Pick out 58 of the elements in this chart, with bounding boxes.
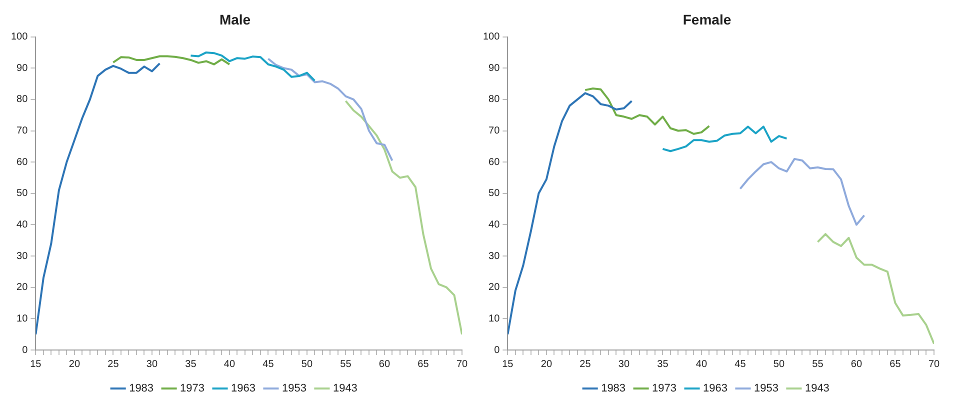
legend-label: 1963 — [231, 382, 256, 395]
y-tick-label: 50 — [16, 188, 28, 200]
x-tick-label: 45 — [734, 358, 746, 370]
y-tick-label: 0 — [22, 344, 28, 356]
x-tick-label: 30 — [146, 358, 158, 370]
x-tick-label: 55 — [340, 358, 352, 370]
y-tick-label: 60 — [488, 156, 500, 168]
x-tick-label: 25 — [108, 358, 120, 370]
x-tick-label: 35 — [185, 358, 197, 370]
legend-label: 1953 — [754, 382, 778, 395]
x-tick-label: 50 — [773, 358, 785, 370]
y-tick-label: 20 — [488, 282, 500, 294]
y-tick-label: 20 — [16, 282, 28, 294]
x-tick-label: 30 — [618, 358, 630, 370]
y-tick-label: 10 — [16, 313, 28, 324]
y-tick-label: 100 — [482, 32, 500, 43]
legend-label: 1963 — [703, 382, 728, 395]
y-tick-label: 10 — [488, 313, 500, 324]
y-tick-label: 80 — [488, 94, 500, 106]
y-tick-label: 80 — [16, 94, 28, 106]
y-tick-label: 30 — [488, 250, 500, 262]
legend-label: 1983 — [601, 382, 626, 395]
y-tick-label: 100 — [10, 32, 28, 43]
x-tick-label: 45 — [262, 358, 274, 370]
y-tick-label: 60 — [16, 156, 28, 168]
chart-title: Female — [682, 11, 732, 28]
legend-label: 1943 — [804, 382, 830, 395]
x-tick-label: 20 — [540, 358, 552, 370]
x-tick-label: 60 — [378, 358, 390, 370]
legend-label: 1943 — [332, 382, 358, 395]
y-tick-label: 0 — [494, 344, 500, 356]
x-tick-label: 65 — [418, 358, 430, 370]
legend-label: 1953 — [282, 382, 306, 395]
y-tick-label: 90 — [488, 62, 500, 74]
legend-label: 1983 — [129, 382, 154, 395]
x-tick-label: 15 — [30, 358, 42, 370]
legend-label: 1973 — [180, 382, 205, 395]
x-tick-label: 65 — [890, 358, 902, 370]
x-tick-label: 55 — [812, 358, 824, 370]
y-tick-label: 70 — [16, 126, 28, 137]
legend-label: 1973 — [652, 382, 677, 395]
x-tick-label: 60 — [850, 358, 862, 370]
x-tick-label: 40 — [224, 358, 236, 370]
y-tick-label: 50 — [488, 188, 500, 200]
x-tick-label: 40 — [696, 358, 708, 370]
y-tick-label: 30 — [16, 250, 28, 262]
x-tick-label: 70 — [456, 358, 468, 370]
y-tick-label: 40 — [488, 219, 500, 230]
x-tick-label: 15 — [502, 358, 514, 370]
x-tick-label: 70 — [928, 358, 940, 370]
y-tick-label: 70 — [488, 126, 500, 137]
x-tick-label: 25 — [580, 358, 592, 370]
y-tick-label: 40 — [16, 219, 28, 230]
chart-title: Male — [219, 11, 251, 28]
x-tick-label: 20 — [68, 358, 80, 370]
x-tick-label: 50 — [301, 358, 313, 370]
x-tick-label: 35 — [657, 358, 669, 370]
y-tick-label: 90 — [16, 62, 28, 74]
